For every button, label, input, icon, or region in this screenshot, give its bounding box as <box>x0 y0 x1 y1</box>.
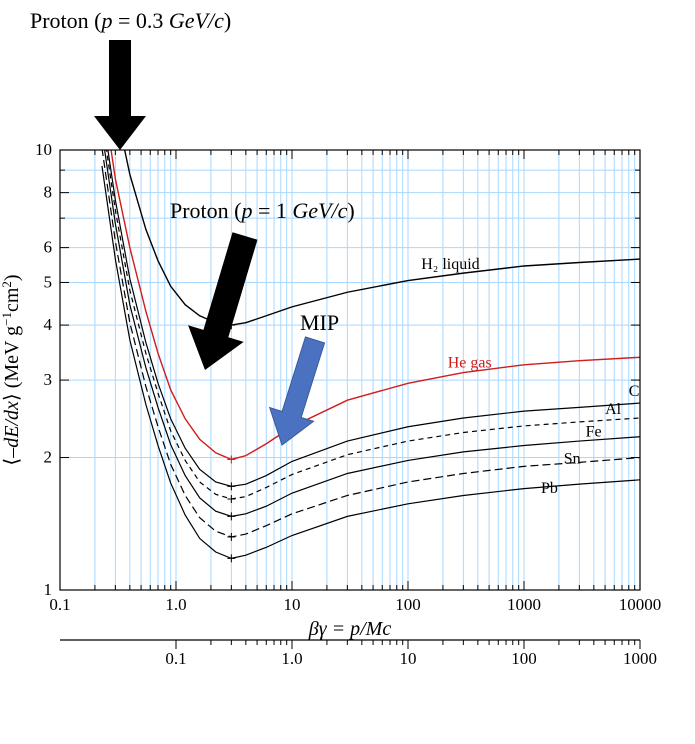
series-label-C: C <box>629 383 640 400</box>
y-tick-label: 4 <box>44 315 53 334</box>
y-axis-label: ⟨–dE/dx⟩ (MeV g−1cm2) <box>0 274 23 465</box>
y-tick-label: 1 <box>44 580 53 599</box>
y-tick-label: 10 <box>35 140 52 159</box>
y-tick-label: 8 <box>44 183 53 202</box>
bethe-bloch-chart: H₂ liquid He gas C AlFe Sn Pb 0.1 1.0 10 100 1000 1… <box>0 0 695 744</box>
secondary-tick-label: 100 <box>511 649 537 668</box>
x-tick-label: 1000 <box>507 595 541 614</box>
x-tick-label: 0.1 <box>49 595 70 614</box>
arrow-icon <box>94 40 146 150</box>
series-label-He_gas: He gas <box>448 355 492 372</box>
series-label-Al: Al <box>605 401 622 418</box>
x-tick-label: 100 <box>395 595 421 614</box>
series-label-Fe: Fe <box>586 424 602 441</box>
annotation-mip: MIP <box>300 310 339 336</box>
secondary-tick-label: 10 <box>400 649 417 668</box>
secondary-tick-label: 1.0 <box>281 649 302 668</box>
secondary-tick-label: 1000 <box>623 649 657 668</box>
y-tick-label: 3 <box>44 370 53 389</box>
annotation-proton-0p3: Proton (p = 0.3 GeV/c) <box>30 8 231 34</box>
series-label-H2_liquid: H₂ liquid <box>421 256 479 273</box>
arrow-icon <box>260 333 337 452</box>
arrow-icon <box>177 228 273 379</box>
x-tick-label: 1.0 <box>165 595 186 614</box>
annotation-proton-1: Proton (p = 1 GeV/c) <box>170 198 355 224</box>
x-axis-label: βγ = p/Mc <box>308 618 392 640</box>
secondary-tick-label: 0.1 <box>165 649 186 668</box>
x-tick-label: 10000 <box>619 595 662 614</box>
y-tick-label: 6 <box>44 238 53 257</box>
x-tick-label: 10 <box>284 595 301 614</box>
series-label-Pb: Pb <box>541 480 558 497</box>
y-tick-label: 5 <box>44 272 53 291</box>
series-label-Sn: Sn <box>564 451 581 468</box>
y-tick-label: 2 <box>44 448 53 467</box>
